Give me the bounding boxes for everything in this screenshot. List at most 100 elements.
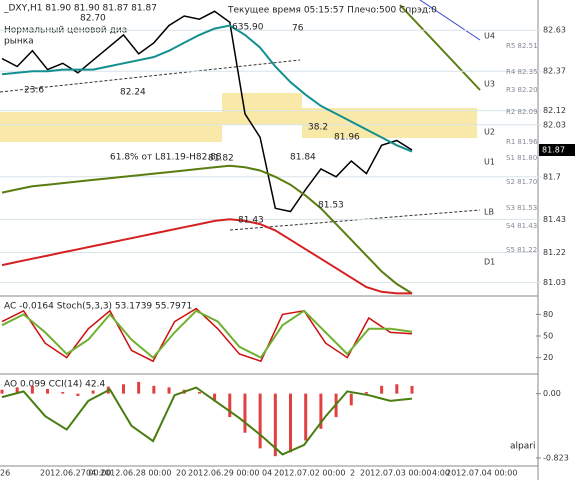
brand: alpari [510,442,535,452]
x-tick-label: 2012.06.28 00:00 [100,469,171,478]
annotation: 81.43 [238,216,264,226]
panel-title: AO 0.099 CCI(14) 42.4 [4,380,105,390]
series-line [1,10,413,213]
level-label: R2 82.09 [506,108,538,116]
fib-zone [222,93,302,125]
x-tick-label: 2 [350,469,355,478]
x-tick-label: 2012.06.29 00:00 [188,469,259,478]
bar [197,392,201,394]
bar [30,385,34,394]
level-label: U1 [484,158,495,167]
series-line [1,386,413,456]
bar [319,393,323,429]
bar [243,393,247,433]
bar [76,393,80,396]
x-tick-label: 04 [262,469,272,478]
x-tick-label: 20 [176,469,186,478]
level-label: R5 82.51 [506,42,538,50]
level-label: S5 81.22 [506,246,537,254]
bar [137,381,141,394]
y-tick-label: 82.63 [543,26,566,35]
y-tick-label: 80 [543,310,553,319]
bar [304,393,308,441]
x-tick-label: 4:00 [432,469,450,478]
fib-zone [0,112,222,142]
channel-line [399,4,481,91]
bar [152,385,156,394]
bar [61,392,65,394]
level-label: S2 81.70 [506,178,537,186]
level-label: D1 [484,258,495,267]
bar [46,388,50,394]
y-tick-label: 81.22 [543,248,566,257]
x-tick-label: 26 [0,469,10,478]
annotation: 82.24 [120,88,146,98]
y-tick-label: 81.03 [543,278,566,287]
symbol: _DXY,H1 81.90 81.90 81.87 81.87 [3,4,157,14]
annotation: 81.96 [334,133,360,143]
y-tick-label: 81.43 [543,215,566,224]
annotation: 76 [292,24,304,34]
bar [167,387,171,394]
panel-title: AC -0.0164 Stoch(5,3,3) 53.1739 55.7971 [4,302,192,312]
y-tick-label: -0.823 [543,453,569,462]
level-label: U2 [484,128,495,137]
annotation: 38.2 [308,123,328,133]
annotation: 635.90 [232,23,264,33]
bar [289,393,293,453]
level-label: S3 81.53 [506,204,537,212]
annotation: 81.82 [208,154,234,164]
bar [395,384,399,394]
bar [410,385,414,394]
x-tick-label: 04 [86,469,96,478]
x-tick-label: 2012.07.03 00:00 [360,469,431,478]
annotation: 81.53 [318,201,344,211]
series-line [1,218,412,295]
y-tick-label: 20 [543,353,553,362]
trend-line [229,209,481,231]
y-tick-label: 0.00 [543,389,561,398]
bar [349,393,353,406]
level-label: R4 82.35 [506,68,538,76]
y-tick-label: 82.37 [543,67,566,76]
level-label: U4 [484,32,495,41]
y-tick-label: 81.7 [543,172,561,181]
bar [380,385,384,394]
level-label: S4 81.43 [506,222,537,230]
annotation: 61.8% от L81.19-H82.88 [110,153,222,163]
y-tick-label: 50 [543,332,553,341]
series-line [1,24,413,153]
bar [228,393,232,418]
series-line [1,309,413,360]
annotation: 82.70 [80,14,106,24]
annotation: 23.6 [24,86,44,96]
bar [15,387,19,394]
bar [91,390,95,394]
market: рынка [4,37,34,47]
bar [258,393,262,449]
trend-line [0,59,301,93]
y-tick-label: 82.12 [543,106,566,115]
level-label: U3 [484,80,495,89]
bar [364,392,368,394]
level-label: R1 81.96 [506,138,538,146]
level-label: R3 82.20 [506,86,538,94]
bar [273,393,277,457]
y-tick-label: 82.03 [543,120,566,129]
fib-zone [302,108,477,138]
bar [213,393,217,402]
x-tick-label: 2012.06.27 00:00 [40,469,111,478]
annotation: 81.84 [290,153,316,163]
level-label: S1 81.80 [506,154,537,162]
x-tick-label: 2012.07.04 00:00 [446,469,517,478]
last-price-label: 81.87 [542,146,565,155]
bar [0,389,4,394]
x-tick-label: 2012.07.02 00:00 [274,469,345,478]
series-line [1,164,413,295]
bar [121,384,125,394]
status: Текущее время 05:15:57 Плечо:500 Спрэд:0 [227,6,437,16]
last-price-box [539,144,575,156]
channel-line [419,0,481,41]
level-label: LB [484,208,494,217]
